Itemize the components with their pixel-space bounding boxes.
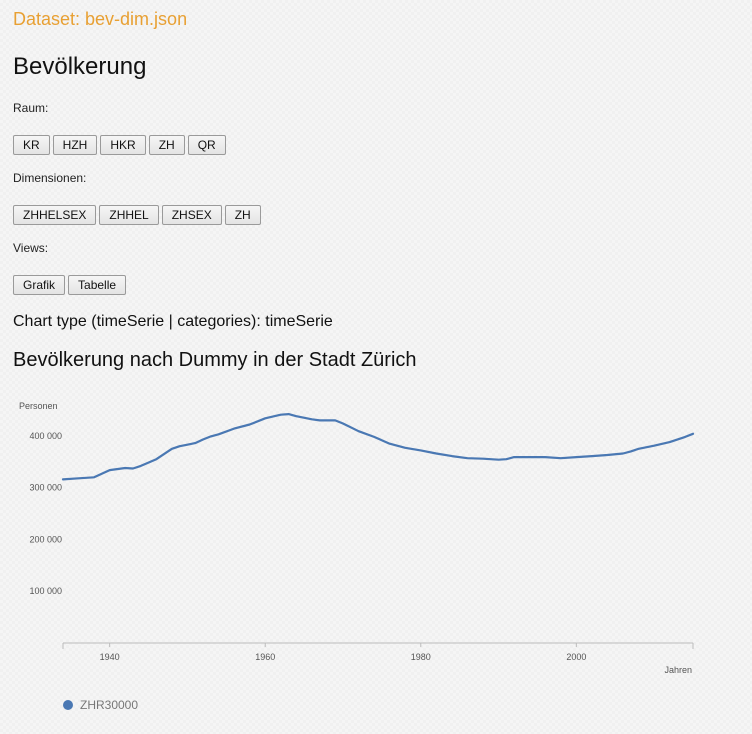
legend-marker: [63, 700, 73, 710]
data-point[interactable]: [121, 464, 129, 472]
data-point[interactable]: [152, 455, 160, 463]
dataset-title: Dataset: bev-dim.json: [13, 9, 188, 29]
raum-button-zh[interactable]: ZH: [148, 135, 185, 155]
raum-button-kr[interactable]: KR: [13, 135, 50, 155]
views-button-group: Grafik Tabelle: [13, 275, 127, 295]
data-point[interactable]: [479, 455, 487, 463]
data-point[interactable]: [355, 427, 363, 435]
y-tick-label: 400 000: [29, 431, 62, 441]
data-point[interactable]: [90, 473, 98, 481]
view-button-grafik[interactable]: Grafik: [13, 275, 66, 295]
data-point[interactable]: [285, 410, 293, 418]
raum-button-qr[interactable]: QR: [187, 135, 226, 155]
raum-label: Raum:: [13, 101, 49, 115]
data-point[interactable]: [246, 420, 254, 428]
raum-button-hzh[interactable]: HZH: [52, 135, 98, 155]
data-point[interactable]: [603, 451, 611, 459]
data-point[interactable]: [129, 465, 137, 473]
x-axis: 1940 1960 1980 2000: [62, 643, 694, 662]
data-point[interactable]: [207, 432, 215, 440]
data-point[interactable]: [215, 430, 223, 438]
data-point[interactable]: [627, 447, 635, 455]
data-point[interactable]: [666, 438, 674, 446]
dimension-button-zh[interactable]: ZH: [224, 205, 261, 225]
x-tick-label: 1980: [411, 652, 431, 662]
line-chart: Personen 100 000 200 000 300 000 400 000 19…: [19, 401, 697, 712]
dimension-button-zhhel[interactable]: ZHHEL: [99, 205, 159, 225]
data-point[interactable]: [510, 453, 518, 461]
chart-type-text: Chart type (timeSerie | categories): tim…: [13, 313, 333, 330]
data-point[interactable]: [199, 436, 207, 444]
data-point[interactable]: [292, 412, 300, 420]
data-point[interactable]: [588, 452, 596, 460]
data-point[interactable]: [689, 430, 697, 438]
data-point[interactable]: [339, 419, 347, 427]
series-line-zhr30000: [61, 413, 695, 481]
x-tick-label: 2000: [566, 652, 586, 662]
data-point[interactable]: [635, 445, 643, 453]
dimensionen-button-group: ZHHELSEX ZHHEL ZHSEX ZH: [13, 205, 261, 225]
dimensionen-label: Dimensionen:: [13, 171, 87, 185]
data-point[interactable]: [277, 411, 285, 419]
data-point[interactable]: [502, 455, 510, 463]
legend[interactable]: ZHR30000: [63, 698, 138, 712]
data-point[interactable]: [370, 433, 378, 441]
data-point[interactable]: [386, 440, 394, 448]
data-point[interactable]: [183, 441, 191, 449]
data-point[interactable]: [137, 462, 145, 470]
dimension-button-zhhelsex[interactable]: ZHHELSEX: [13, 205, 97, 225]
data-point[interactable]: [448, 452, 456, 460]
data-point[interactable]: [331, 416, 339, 424]
legend-label: ZHR30000: [80, 698, 138, 712]
data-point[interactable]: [463, 454, 471, 462]
data-point[interactable]: [106, 466, 114, 474]
x-axis-title: Jahren: [664, 665, 692, 675]
data-point[interactable]: [261, 414, 269, 422]
data-point[interactable]: [417, 446, 425, 454]
data-point[interactable]: [401, 444, 409, 452]
chart-title: Bevölkerung nach Dummy in der Stadt Züri…: [13, 349, 417, 371]
data-point[interactable]: [619, 449, 627, 457]
series-points: [59, 410, 697, 483]
dimension-button-zhsex[interactable]: ZHSEX: [161, 205, 222, 225]
data-point[interactable]: [432, 449, 440, 457]
data-point[interactable]: [75, 474, 83, 482]
data-point[interactable]: [308, 415, 316, 423]
data-point[interactable]: [230, 425, 238, 433]
data-point[interactable]: [681, 433, 689, 441]
raum-button-group: KR HZH HKR ZH QR: [13, 135, 226, 155]
data-point[interactable]: [191, 439, 199, 447]
y-tick-label: 200 000: [29, 534, 62, 544]
y-tick-label: 100 000: [29, 586, 62, 596]
y-axis-title: Personen: [19, 401, 58, 411]
data-point[interactable]: [557, 454, 565, 462]
x-tick-label: 1960: [255, 652, 275, 662]
y-axis: 100 000 200 000 300 000 400 000: [29, 431, 62, 596]
x-tick-label: 1940: [100, 652, 120, 662]
view-button-tabelle[interactable]: Tabelle: [68, 275, 127, 295]
data-point[interactable]: [176, 442, 184, 450]
data-point[interactable]: [495, 456, 503, 464]
data-point[interactable]: [541, 453, 549, 461]
data-point[interactable]: [650, 442, 658, 450]
data-point[interactable]: [59, 475, 67, 483]
views-label: Views:: [13, 241, 49, 255]
y-tick-label: 300 000: [29, 483, 62, 493]
data-point[interactable]: [316, 416, 324, 424]
data-point[interactable]: [168, 445, 176, 453]
data-point[interactable]: [572, 453, 580, 461]
data-point[interactable]: [526, 453, 534, 461]
raum-button-hkr[interactable]: HKR: [100, 135, 146, 155]
page-title: Bevölkerung: [13, 53, 147, 80]
